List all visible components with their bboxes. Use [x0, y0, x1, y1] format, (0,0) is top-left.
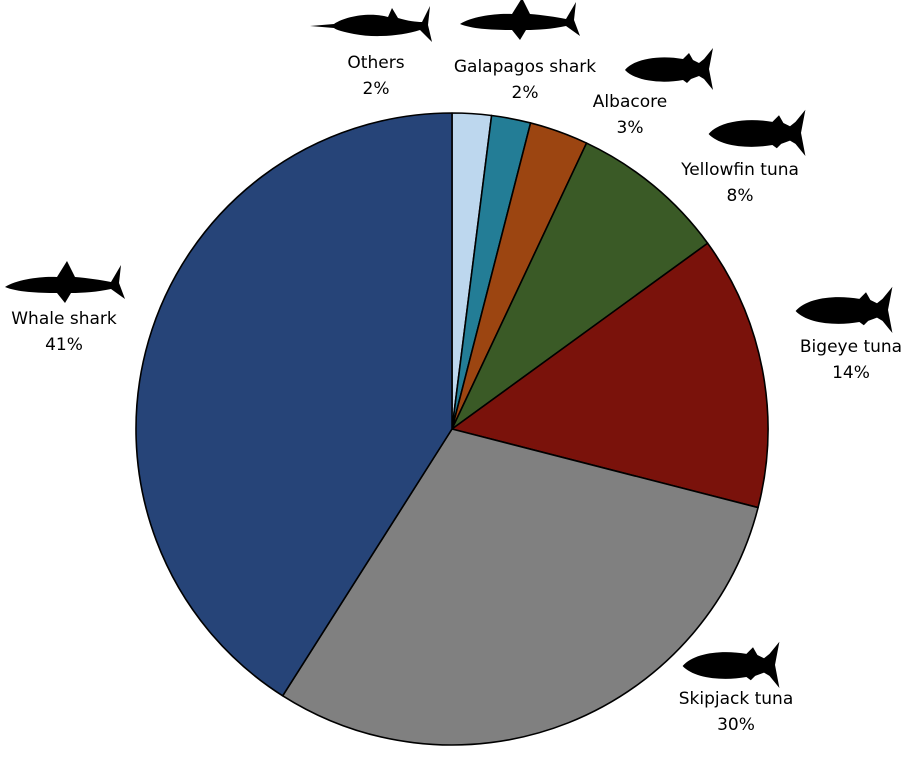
slice-percent-yellowfin-tuna: 8% [727, 186, 754, 206]
slice-label-bigeye-tuna: Bigeye tuna [800, 337, 902, 357]
fish-icon [310, 6, 432, 42]
slice-percent-skipjack-tuna: 30% [717, 715, 755, 735]
slice-label-skipjack-tuna: Skipjack tuna [679, 689, 794, 709]
slice-label-whale-shark: Whale shark [11, 309, 117, 329]
slice-percent-whale-shark: 41% [45, 335, 83, 355]
tuna-icon [625, 48, 713, 90]
shark-icon [460, 0, 580, 40]
slice-label-others: Others [347, 53, 404, 73]
pie-slices [135, 112, 769, 746]
pie-slice-bigeye-tuna [451, 242, 769, 509]
tuna-icon [795, 286, 893, 333]
slice-label-yellowfin-tuna: Yellowfin tuna [680, 160, 799, 180]
pie-slice-whale-shark [135, 112, 453, 697]
tuna-icon [682, 641, 780, 688]
pie-slice-skipjack-tuna [281, 428, 759, 746]
slice-percent-albacore: 3% [617, 118, 644, 138]
whale-shark-icon [5, 261, 125, 303]
slice-label-galapagos-shark: Galapagos shark [454, 57, 596, 77]
pie-slice-yellowfin-tuna [451, 142, 709, 430]
slice-percent-bigeye-tuna: 14% [832, 363, 870, 383]
tuna-icon [708, 109, 806, 156]
pie-labels: Others 2% Galapagos shark 2% Albacore 3% Yello… [11, 53, 902, 735]
slice-percent-galapagos-shark: 2% [512, 83, 539, 103]
slice-percent-others: 2% [363, 79, 390, 99]
slice-label-albacore: Albacore [593, 92, 667, 112]
